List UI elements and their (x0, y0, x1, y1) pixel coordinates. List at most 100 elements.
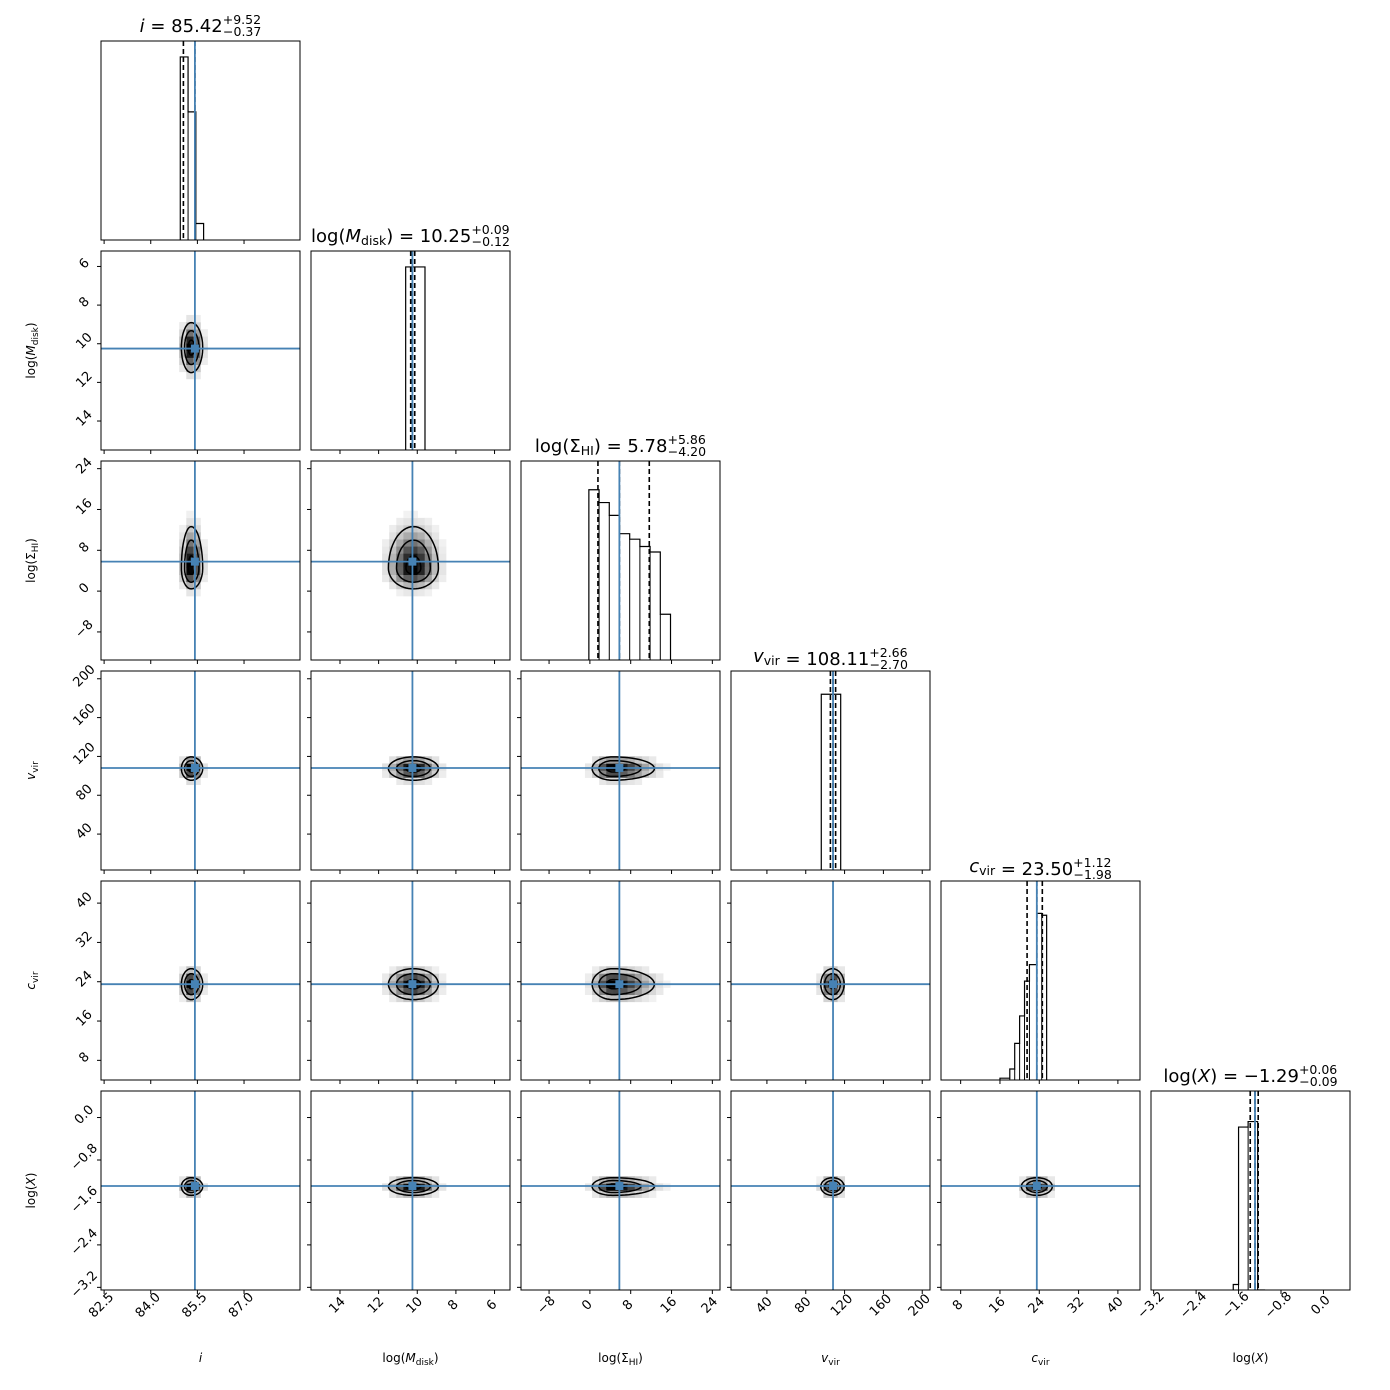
histogram-step-cvir (999, 912, 1048, 1080)
density-cell (438, 553, 447, 561)
density-cell (424, 1183, 433, 1191)
density-cell (186, 756, 194, 764)
density-cell (584, 973, 593, 981)
truth-marker (615, 980, 624, 989)
density-cell (403, 987, 411, 996)
x-tick-label: 120 (828, 1291, 856, 1319)
density-cell (634, 1183, 643, 1191)
density-cell (193, 777, 201, 786)
density-cell (641, 770, 650, 778)
density-cell (1019, 1183, 1027, 1191)
panel-frame (940, 1090, 1141, 1291)
density-cell (200, 567, 208, 576)
panel-frame (520, 1090, 721, 1291)
density-cell (592, 966, 600, 974)
density-cell (1047, 1183, 1056, 1191)
density-cell (830, 966, 838, 974)
density-cell (634, 770, 643, 778)
density-cell (179, 1176, 187, 1184)
hist-panel-i: i = 85.42+9.52 −0.37 (100, 12, 301, 244)
density-cell (431, 581, 440, 590)
density-cell (403, 553, 411, 561)
density-cell (382, 574, 390, 583)
density-cell (382, 560, 390, 568)
density-cell (1026, 1176, 1034, 1184)
panel-i-vs-mdisk: 14 12 10 8 6 log(Mdisk) (24, 250, 301, 454)
density-cell (1040, 1176, 1048, 1184)
truth-marker (615, 1181, 624, 1190)
density-cell (389, 1176, 397, 1184)
truth-marker (408, 557, 417, 566)
x-axis-label-sigma: log(ΣHI) (598, 1351, 643, 1368)
density-cell (627, 756, 636, 764)
density-cell (613, 973, 621, 981)
density-cell (186, 322, 194, 330)
density-cell (193, 329, 201, 337)
density-cell (627, 777, 636, 786)
x-tick-label: 32 (1065, 1294, 1087, 1316)
density-cell (438, 539, 447, 547)
density-cell (431, 1176, 440, 1184)
density-cell (613, 966, 621, 974)
truth-marker (829, 980, 838, 989)
panel-frame (100, 250, 301, 451)
histogram-step-sigma (588, 489, 672, 660)
x-tick-label: 16 (658, 1294, 680, 1316)
density-cell (389, 581, 397, 590)
y-tick-label: 24 (73, 968, 95, 990)
contour-level-3 (180, 321, 204, 374)
truth-marker (408, 763, 417, 772)
density-cell (613, 994, 621, 1003)
density-cell (179, 581, 187, 590)
density-cell (417, 756, 426, 764)
density-cell (382, 973, 390, 981)
density-cell (613, 1190, 621, 1198)
panel-frame (730, 880, 931, 1081)
density-cell (641, 994, 650, 1003)
y-tick-label: 120 (70, 740, 98, 768)
density-cell (389, 987, 397, 996)
x-tick-label: 6 (484, 1297, 500, 1313)
y-axis-label-sigma: log(ΣHI) (24, 538, 41, 583)
density-cell (592, 756, 600, 764)
y-tick-label: −8 (72, 617, 96, 641)
density-cell (396, 567, 404, 576)
density-cell (417, 770, 426, 778)
density-cell (193, 371, 201, 380)
truth-marker (190, 980, 199, 989)
density-cell (389, 756, 397, 764)
density-cell (403, 532, 411, 540)
density-cell (641, 973, 650, 981)
panel-frame (1150, 1090, 1351, 1291)
density-cell (431, 756, 440, 764)
density-cell (186, 560, 194, 568)
density-cell (382, 553, 390, 561)
density-cell (606, 770, 614, 778)
panel-i-vs-sigma: −8 0 8 16 24 log(ΣHI) (24, 455, 301, 664)
density-cell (830, 994, 838, 1003)
y-axis-label-cvir: cvir (24, 971, 41, 989)
density-cell (382, 1183, 390, 1191)
panel-frame (730, 1090, 931, 1291)
density-cell (424, 567, 433, 576)
density-cell (410, 770, 418, 778)
density-cell (431, 567, 440, 576)
density-cell (403, 777, 411, 786)
density-cell (431, 994, 440, 1003)
density-cell (389, 1190, 397, 1198)
density-cell (438, 567, 447, 576)
density-cell (186, 343, 194, 351)
density-cell (186, 973, 194, 981)
density-cell (193, 357, 201, 366)
hist-panel-mdisk: log(Mdisk) = 10.25+0.09 −0.12 (310, 222, 511, 454)
density-cell (606, 756, 614, 764)
density-cell (410, 987, 418, 996)
density-cell (592, 1190, 600, 1198)
density-cell (592, 973, 600, 981)
density-cell (641, 966, 650, 974)
x-tick-label: 40 (1104, 1294, 1126, 1316)
y-axis-label-mdisk: log(Mdisk) (24, 322, 41, 378)
density-cell (186, 524, 194, 533)
density-cell (438, 560, 447, 568)
contour-level-1 (187, 339, 196, 356)
